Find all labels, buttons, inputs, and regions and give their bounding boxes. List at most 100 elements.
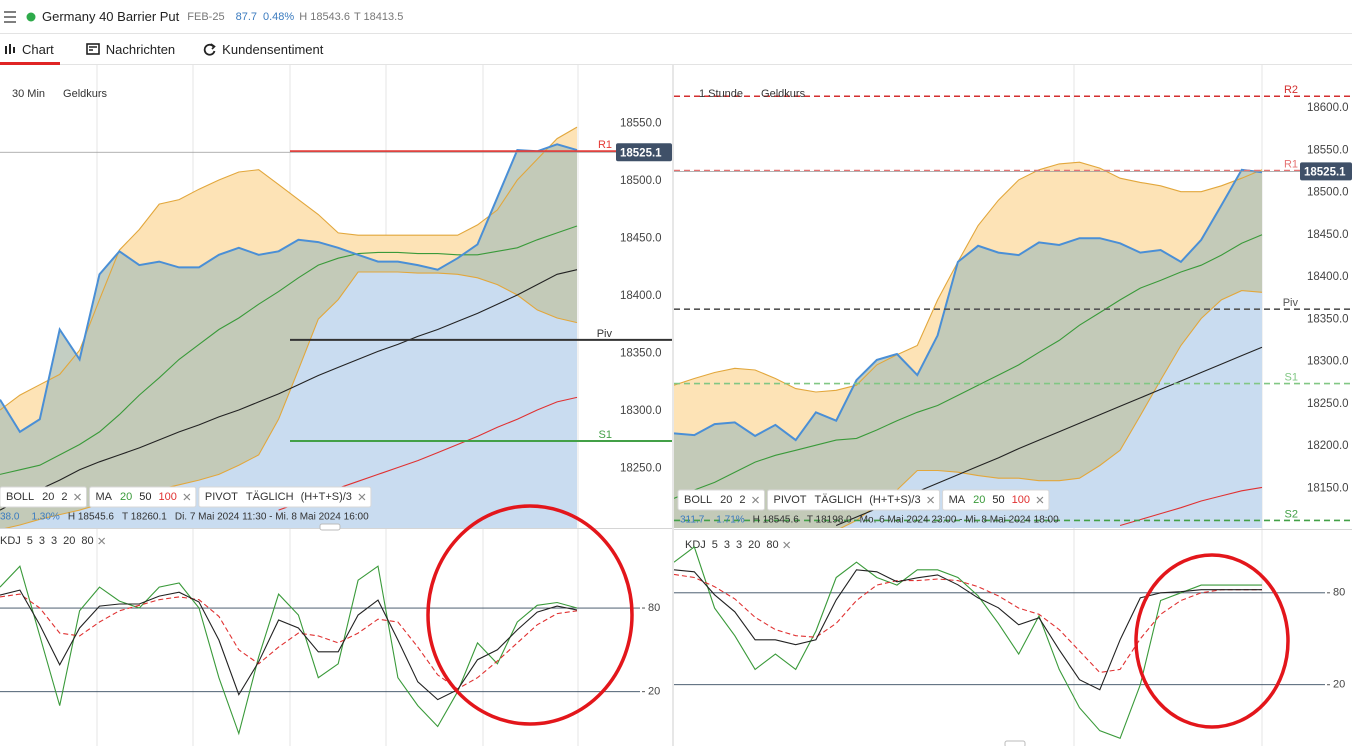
indicator-line bbox=[0, 225, 578, 475]
indicator-legend[interactable]: MA 20 50 100 bbox=[942, 489, 1050, 511]
legend-param: TÄGLICH bbox=[815, 494, 863, 506]
close-icon bbox=[358, 493, 366, 501]
info-change: 1.30% bbox=[31, 512, 59, 523]
close-icon bbox=[98, 537, 106, 545]
indicator-line bbox=[674, 161, 1263, 393]
highlight-circle bbox=[1134, 553, 1290, 729]
close-icon bbox=[1036, 496, 1044, 504]
info-range: Mo. 6 Mai 2024 23:00 - Mi. 8 Mai 2024 18… bbox=[860, 515, 1059, 526]
resize-handle[interactable] bbox=[319, 523, 341, 531]
legend-box bbox=[677, 489, 766, 511]
tab[interactable]: Nachrichten bbox=[85, 34, 176, 65]
legend-box bbox=[0, 486, 88, 508]
legend-name: PIVOT bbox=[205, 491, 238, 503]
legend-name: MA bbox=[949, 494, 966, 506]
menu-icon[interactable] bbox=[4, 10, 18, 23]
price: 87.7 bbox=[235, 10, 257, 23]
y-tick-label: 18500.0 bbox=[620, 175, 662, 187]
tab[interactable]: Chart bbox=[0, 34, 60, 65]
last-price-tag bbox=[1300, 162, 1352, 181]
highlight-circle bbox=[426, 504, 634, 726]
instrument-title: Germany 40 Barrier Put bbox=[42, 9, 180, 24]
level-label: Piv bbox=[1283, 297, 1299, 309]
info-range: Di. 7 Mai 2024 11:30 - Mi. 8 Mai 2024 16… bbox=[175, 512, 369, 523]
kdj-label: 3 bbox=[39, 535, 45, 547]
level-label: S1 bbox=[1285, 371, 1298, 383]
tab-label: Chart bbox=[22, 41, 54, 57]
change: 0.48% bbox=[263, 10, 295, 23]
indicator-legend[interactable]: BOLL 20 2 bbox=[0, 486, 88, 508]
kdj-tick-label: 80 bbox=[1333, 587, 1345, 599]
quote-type: Geldkurs bbox=[761, 88, 806, 100]
legend-box bbox=[767, 489, 941, 511]
tab[interactable]: Kundensentiment bbox=[203, 34, 323, 65]
lower-fill bbox=[841, 290, 1262, 528]
kdj-label: 20 bbox=[63, 535, 75, 547]
legend-name: BOLL bbox=[6, 491, 34, 503]
legend-param: TÄGLICH bbox=[246, 491, 294, 503]
tab-label: Kundensentiment bbox=[222, 41, 324, 57]
indicator-legend[interactable]: PIVOT TÄGLICH (H+T+S)/3 bbox=[767, 489, 941, 511]
level-label: R1 bbox=[1284, 159, 1298, 171]
level-label: S2 bbox=[1285, 508, 1298, 520]
expiry: FEB-25 bbox=[187, 10, 225, 23]
y-tick-label: 18350.0 bbox=[1307, 313, 1349, 325]
close-icon bbox=[183, 493, 191, 501]
level-label: R1 bbox=[598, 139, 612, 151]
y-tick-label: 18250.0 bbox=[620, 463, 662, 475]
kdj-line bbox=[674, 573, 1262, 674]
indicator-legend[interactable]: MA 20 50 100 bbox=[89, 486, 197, 508]
chart-icon bbox=[5, 44, 15, 54]
kdj-tick-label: 20 bbox=[648, 686, 660, 698]
info-value: 38.0 bbox=[0, 512, 20, 523]
lower-fill bbox=[6, 272, 577, 528]
low: T 18413.5 bbox=[353, 10, 404, 23]
indicator-legend[interactable]: BOLL 20 2 bbox=[677, 489, 766, 511]
legend-param: 2 bbox=[61, 491, 67, 503]
indicator-legend[interactable]: PIVOT TÄGLICH (H+T+S)/3 bbox=[198, 486, 372, 508]
y-tick-label: 18450.0 bbox=[1307, 229, 1349, 241]
resize-handle[interactable] bbox=[1004, 740, 1026, 746]
interval: 1 Stunde bbox=[699, 88, 743, 100]
legend-param: 50 bbox=[139, 491, 151, 503]
tab-label: Nachrichten bbox=[105, 41, 176, 57]
price-line bbox=[0, 143, 578, 434]
y-tick-label: 18550.0 bbox=[620, 118, 662, 130]
y-tick-label: 18300.0 bbox=[1307, 356, 1349, 368]
level-label: S1 bbox=[599, 429, 612, 441]
price-plot bbox=[674, 161, 1263, 528]
kdj-label: 80 bbox=[81, 535, 93, 547]
y-tick-label: 18600.0 bbox=[1307, 102, 1349, 114]
y-tick-label: 18500.0 bbox=[1307, 187, 1349, 199]
close-icon bbox=[783, 541, 791, 549]
legend-param: 50 bbox=[992, 494, 1004, 506]
legend-param: 100 bbox=[159, 491, 177, 503]
kdj-line bbox=[674, 545, 1262, 740]
close-icon bbox=[74, 493, 81, 501]
y-tick-label: 18150.0 bbox=[1307, 482, 1349, 494]
kdj-plot bbox=[674, 545, 1262, 740]
legend-param: 20 bbox=[973, 494, 985, 506]
close-icon bbox=[927, 496, 935, 504]
y-tick-label: 18250.0 bbox=[1307, 398, 1349, 410]
legend-param: (H+T+S)/3 bbox=[301, 491, 352, 503]
kdj-label: 3 bbox=[736, 539, 742, 551]
indicator-line bbox=[0, 269, 578, 511]
kdj-tick-label: 20 bbox=[1333, 679, 1345, 691]
legend-box bbox=[942, 489, 1050, 511]
indicator-line bbox=[1119, 486, 1263, 527]
legend-box bbox=[89, 486, 197, 508]
legend-param: 20 bbox=[720, 494, 732, 506]
legend-param: 100 bbox=[1012, 494, 1030, 506]
info-change: 1.71% bbox=[716, 515, 744, 526]
kdj-line bbox=[0, 589, 578, 701]
kdj-label: 20 bbox=[748, 539, 760, 551]
y-tick-label: 18300.0 bbox=[620, 405, 662, 417]
kdj-label: 3 bbox=[51, 535, 57, 547]
kdj-line bbox=[0, 593, 578, 690]
instrument-header: Germany 40 Barrier Put FEB-25 87.7 0.48%… bbox=[0, 0, 1352, 34]
high: H 18543.6 bbox=[299, 10, 350, 23]
kdj-plot bbox=[0, 565, 578, 736]
